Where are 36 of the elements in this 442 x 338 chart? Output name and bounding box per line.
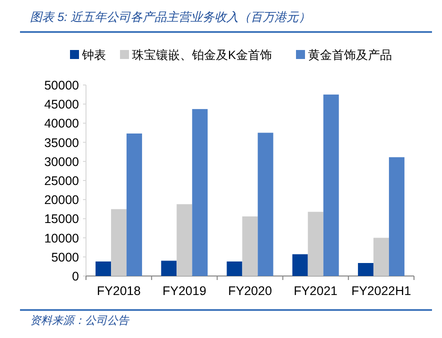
y-tick-label: 35000 xyxy=(44,136,80,150)
bar xyxy=(161,260,177,276)
legend-label: 钟表 xyxy=(81,48,106,62)
y-tick-label: 0 xyxy=(72,270,80,284)
bar xyxy=(226,261,242,276)
x-tick-label: FY2020 xyxy=(228,284,272,298)
x-tick-label: FY2022H1 xyxy=(351,284,412,298)
x-tick-label: FY2019 xyxy=(162,284,206,298)
bar xyxy=(308,212,324,276)
y-tick-label: 10000 xyxy=(44,231,80,246)
bar xyxy=(176,204,192,276)
chart-title: 图表 5: 近五年公司各产品主营业务收入（百万港元） xyxy=(30,10,311,24)
legend-label: 黄金首饰及产品 xyxy=(308,48,392,62)
bar xyxy=(242,216,258,276)
y-tick-label: 20000 xyxy=(44,193,80,208)
y-tick-label: 15000 xyxy=(44,212,80,226)
bar xyxy=(258,132,274,276)
bar xyxy=(323,94,339,276)
bar xyxy=(292,254,308,276)
bar xyxy=(111,209,127,276)
x-tick-label: FY2018 xyxy=(96,284,141,298)
y-tick-label: 5000 xyxy=(51,250,80,264)
y-tick-label: 45000 xyxy=(44,98,80,112)
y-tick-label: 40000 xyxy=(44,116,80,131)
text: 资料来源：公司公告 xyxy=(30,314,130,327)
bar xyxy=(126,134,142,276)
y-tick-label: 25000 xyxy=(44,174,80,188)
y-tick-label: 30000 xyxy=(44,154,80,169)
bar xyxy=(358,263,374,276)
bar xyxy=(192,109,208,276)
bar xyxy=(96,261,112,276)
bar xyxy=(388,157,404,276)
y-tick-label: 50000 xyxy=(44,78,80,92)
bar xyxy=(373,238,389,276)
x-tick-label: FY2021 xyxy=(294,284,338,298)
legend-label: 珠宝镶嵌、铂金及K金首饰 xyxy=(132,48,272,62)
